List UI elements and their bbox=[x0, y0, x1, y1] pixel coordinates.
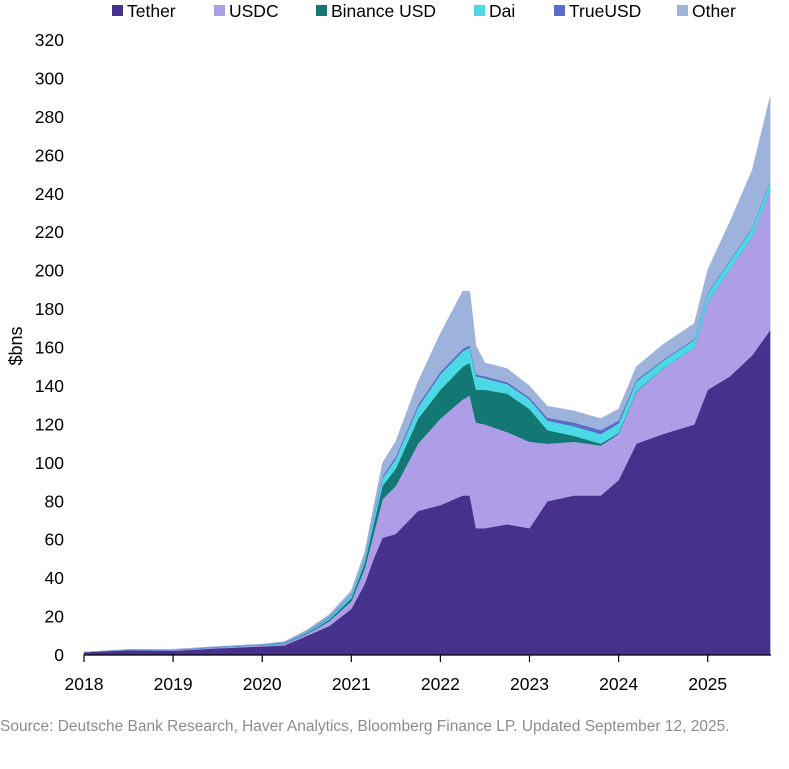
y-tick-label: 200 bbox=[35, 261, 64, 281]
legend-label: Other bbox=[692, 1, 736, 21]
source-note: Source: Deutsche Bank Research, Haver An… bbox=[0, 718, 730, 735]
y-tick-label: 320 bbox=[35, 30, 64, 50]
area-other bbox=[83, 96, 771, 653]
y-tick-label: 40 bbox=[45, 568, 65, 588]
y-tick-label: 300 bbox=[35, 68, 64, 88]
legend-swatch bbox=[214, 5, 225, 16]
legend-item-dai: Dai bbox=[474, 1, 515, 21]
legend-label: Tether bbox=[127, 1, 176, 21]
y-tick-label: 100 bbox=[35, 453, 64, 473]
x-axis: 2018 2019 2020 2021 2022 2023 2024 2025 bbox=[65, 654, 771, 694]
stablecoin-supply-chart: Tether USDC Binance USD Dai TrueUSD Other 020… bbox=[6, 1, 771, 694]
x-tick-label: 2018 bbox=[65, 674, 104, 694]
legend-label: TrueUSD bbox=[569, 1, 641, 21]
y-tick-label: 180 bbox=[35, 299, 64, 319]
chart-legend: Tether USDC Binance USD Dai TrueUSD Other bbox=[112, 1, 736, 21]
x-tick-label: 2024 bbox=[599, 674, 638, 694]
legend-item-tether: Tether bbox=[112, 1, 176, 21]
y-tick-label: 20 bbox=[45, 607, 65, 627]
y-tick-label: 220 bbox=[35, 222, 64, 242]
legend-swatch bbox=[554, 5, 565, 16]
y-tick-label: 120 bbox=[35, 414, 64, 434]
y-axis-label: $bns bbox=[6, 326, 26, 365]
stacked-areas bbox=[83, 96, 771, 656]
legend-item-usdc: USDC bbox=[214, 1, 279, 21]
x-tick-label: 2022 bbox=[421, 674, 460, 694]
y-tick-label: 280 bbox=[35, 107, 64, 127]
legend-swatch bbox=[474, 5, 485, 16]
legend-swatch bbox=[316, 5, 327, 16]
y-tick-label: 260 bbox=[35, 145, 64, 165]
y-tick-label: 160 bbox=[35, 338, 64, 358]
y-tick-label: 80 bbox=[45, 491, 65, 511]
y-tick-label: 0 bbox=[54, 645, 64, 665]
y-tick-label: 140 bbox=[35, 376, 64, 396]
x-tick-label: 2023 bbox=[510, 674, 549, 694]
x-tick-label: 2021 bbox=[332, 674, 371, 694]
legend-swatch bbox=[112, 5, 123, 16]
legend-label: USDC bbox=[229, 1, 279, 21]
legend-item-other: Other bbox=[677, 1, 736, 21]
x-tick-label: 2020 bbox=[243, 674, 282, 694]
legend-swatch bbox=[677, 5, 688, 16]
legend-label: Binance USD bbox=[331, 1, 436, 21]
x-tick-label: 2025 bbox=[688, 674, 727, 694]
y-axis: 0 20 40 60 80 100 120 140 160 180 200 220 240 260 280 3… bbox=[35, 30, 64, 665]
x-tick-label: 2019 bbox=[154, 674, 193, 694]
legend-item-binance-usd: Binance USD bbox=[316, 1, 436, 21]
y-tick-label: 240 bbox=[35, 184, 64, 204]
legend-item-trueusd: TrueUSD bbox=[554, 1, 641, 21]
y-tick-label: 60 bbox=[45, 530, 65, 550]
legend-label: Dai bbox=[489, 1, 515, 21]
